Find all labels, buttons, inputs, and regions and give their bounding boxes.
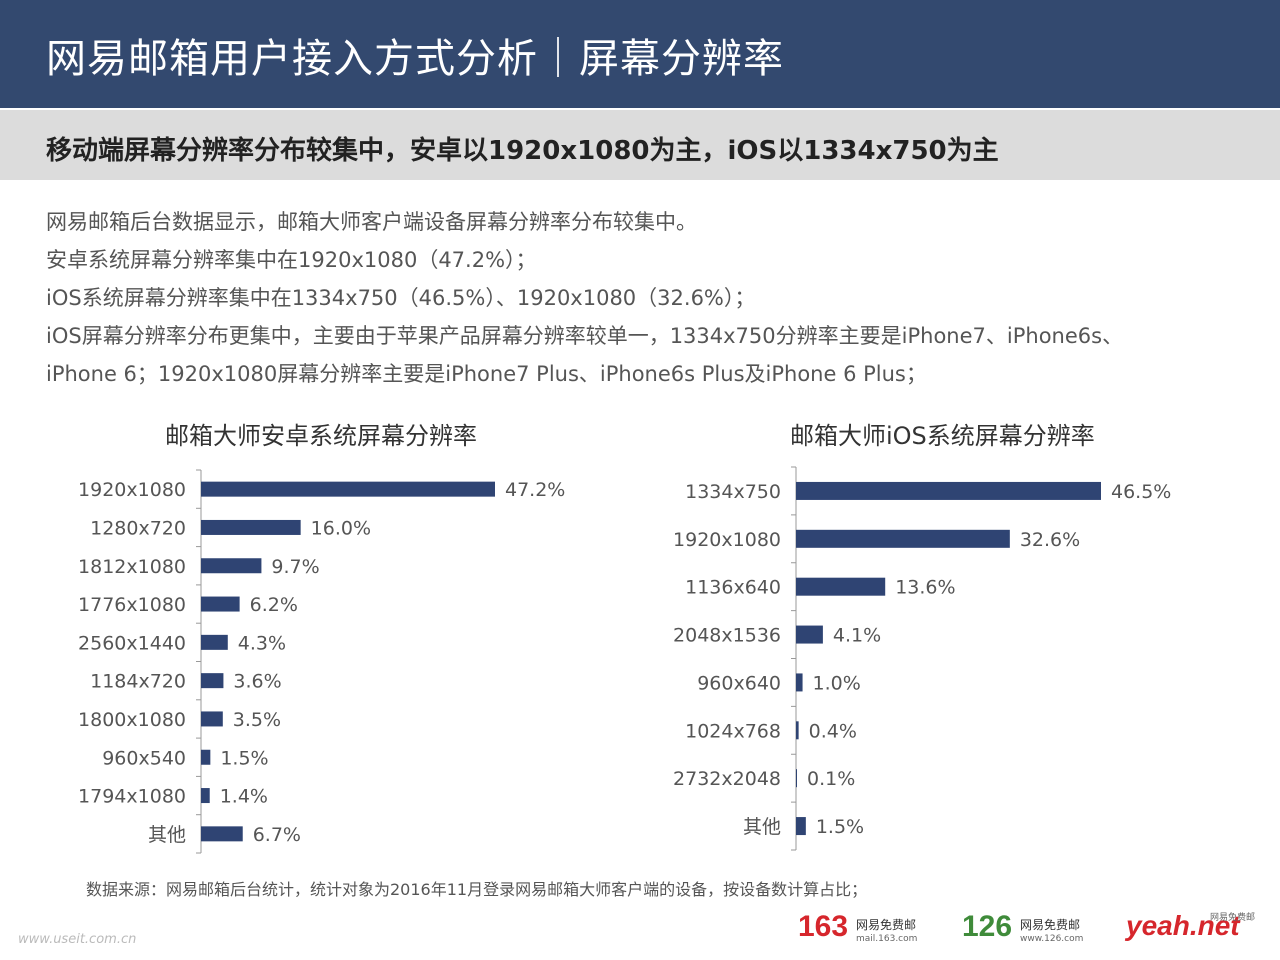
logo-yeah-text: yeah.net bbox=[1126, 910, 1240, 941]
description-line: iPhone 6；1920x1080屏幕分辨率主要是iPhone7 Plus、i… bbox=[46, 362, 927, 386]
ios-bar bbox=[796, 625, 823, 644]
android-bar bbox=[201, 711, 223, 727]
data-source-note: 数据来源：网易邮箱后台统计，统计对象为2016年11月登录网易邮箱大师客户端的设… bbox=[86, 880, 868, 899]
description-line: 安卓系统屏幕分辨率集中在1920x1080（47.2%）； bbox=[46, 248, 537, 272]
ios-value-label: 1.0% bbox=[813, 672, 861, 694]
ios-category-label: 1136x640 bbox=[685, 577, 781, 599]
ios-category-label: 1334x750 bbox=[685, 481, 781, 503]
ios-bar bbox=[796, 673, 803, 692]
logo-163-number: 163 bbox=[798, 910, 849, 943]
ios-category-label: 960x640 bbox=[697, 672, 781, 694]
description-line: iOS系统屏幕分辨率集中在1334x750（46.5%）、1920x1080（3… bbox=[46, 286, 756, 310]
android-category-label: 1812x1080 bbox=[78, 556, 186, 578]
android-value-label: 16.0% bbox=[311, 517, 371, 539]
android-value-label: 6.7% bbox=[253, 824, 301, 846]
description: 网易邮箱后台数据显示，邮箱大师客户端设备屏幕分辨率分布较集中。 安卓系统屏幕分辨… bbox=[46, 203, 1246, 393]
android-category-label: 2560x1440 bbox=[78, 632, 186, 654]
android-bar bbox=[201, 558, 262, 574]
android-bar bbox=[201, 481, 495, 497]
logo-126: 126 网易免费邮 www.126.com bbox=[962, 910, 1102, 950]
android-value-label: 4.3% bbox=[238, 632, 286, 654]
android-bar bbox=[201, 788, 210, 804]
ios-bar bbox=[796, 529, 1010, 548]
android-value-label: 47.2% bbox=[505, 479, 565, 501]
android-category-label: 1800x1080 bbox=[78, 709, 186, 731]
logo-163-name: 网易免费邮 bbox=[856, 918, 917, 932]
android-bar bbox=[201, 826, 243, 842]
ios-category-label: 其他 bbox=[743, 816, 781, 838]
logo-126-url: www.126.com bbox=[1020, 934, 1084, 944]
subheader-bar: 移动端屏幕分辨率分布较集中，安卓以1920x1080为主，iOS以1334x75… bbox=[0, 110, 1280, 180]
logo-yeah-name: 网易免费邮 bbox=[1210, 913, 1256, 923]
ios-bar bbox=[796, 769, 797, 788]
android-bar bbox=[201, 519, 301, 535]
header-bar: 网易邮箱用户接入方式分析｜屏幕分辨率 bbox=[0, 0, 1280, 108]
android-category-label: 1794x1080 bbox=[78, 786, 186, 808]
android-category-label: 1184x720 bbox=[90, 671, 186, 693]
android-value-label: 9.7% bbox=[271, 556, 319, 578]
ios-category-label: 1920x1080 bbox=[673, 529, 781, 551]
logo-126-number: 126 bbox=[962, 910, 1013, 943]
android-value-label: 3.6% bbox=[233, 671, 281, 693]
ios-value-label: 0.4% bbox=[809, 720, 857, 742]
ios-value-label: 13.6% bbox=[895, 577, 955, 599]
ios-value-label: 32.6% bbox=[1020, 529, 1080, 551]
description-line: iOS屏幕分辨率分布更集中，主要由于苹果产品屏幕分辨率较单一，1334x750分… bbox=[46, 324, 1124, 348]
ios-bar bbox=[796, 577, 886, 596]
ios-value-label: 46.5% bbox=[1111, 481, 1171, 503]
android-bar bbox=[201, 596, 240, 612]
subheader-text: 移动端屏幕分辨率分布较集中，安卓以1920x1080为主，iOS以1334x75… bbox=[46, 136, 999, 166]
ios-value-label: 4.1% bbox=[833, 625, 881, 647]
android-bar bbox=[201, 749, 211, 765]
android-value-label: 3.5% bbox=[233, 709, 281, 731]
watermark: www.useit.com.cn bbox=[18, 932, 137, 947]
ios-value-label: 1.5% bbox=[816, 816, 864, 838]
android-category-label: 其他 bbox=[148, 824, 186, 846]
android-category-label: 960x540 bbox=[102, 747, 186, 769]
android-chart-title: 邮箱大师安卓系统屏幕分辨率 bbox=[165, 422, 477, 450]
logo-163-url: mail.163.com bbox=[856, 934, 918, 944]
android-category-label: 1776x1080 bbox=[78, 594, 186, 616]
ios-category-label: 2048x1536 bbox=[673, 625, 781, 647]
ios-bar bbox=[796, 481, 1101, 500]
ios-category-label: 1024x768 bbox=[685, 720, 781, 742]
logo-yeah: yeah.net 网易免费邮 bbox=[1126, 910, 1266, 950]
android-value-label: 6.2% bbox=[250, 594, 298, 616]
ios-category-label: 2732x2048 bbox=[673, 768, 781, 790]
logo-126-name: 网易免费邮 bbox=[1020, 918, 1081, 932]
android-value-label: 1.4% bbox=[220, 786, 268, 808]
android-category-label: 1280x720 bbox=[90, 517, 186, 539]
page-title: 网易邮箱用户接入方式分析｜屏幕分辨率 bbox=[46, 36, 784, 82]
android-value-label: 1.5% bbox=[220, 747, 268, 769]
logo-163: 163 网易免费邮 mail.163.com bbox=[798, 910, 938, 950]
ios-bar bbox=[796, 817, 806, 836]
android-bar bbox=[201, 634, 228, 650]
ios-value-label: 0.1% bbox=[807, 768, 855, 790]
description-line: 网易邮箱后台数据显示，邮箱大师客户端设备屏幕分辨率分布较集中。 bbox=[46, 210, 697, 234]
android-category-label: 1920x1080 bbox=[78, 479, 186, 501]
ios-chart-title: 邮箱大师iOS系统屏幕分辨率 bbox=[790, 422, 1095, 450]
android-bar bbox=[201, 673, 224, 689]
ios-bar bbox=[796, 721, 799, 740]
